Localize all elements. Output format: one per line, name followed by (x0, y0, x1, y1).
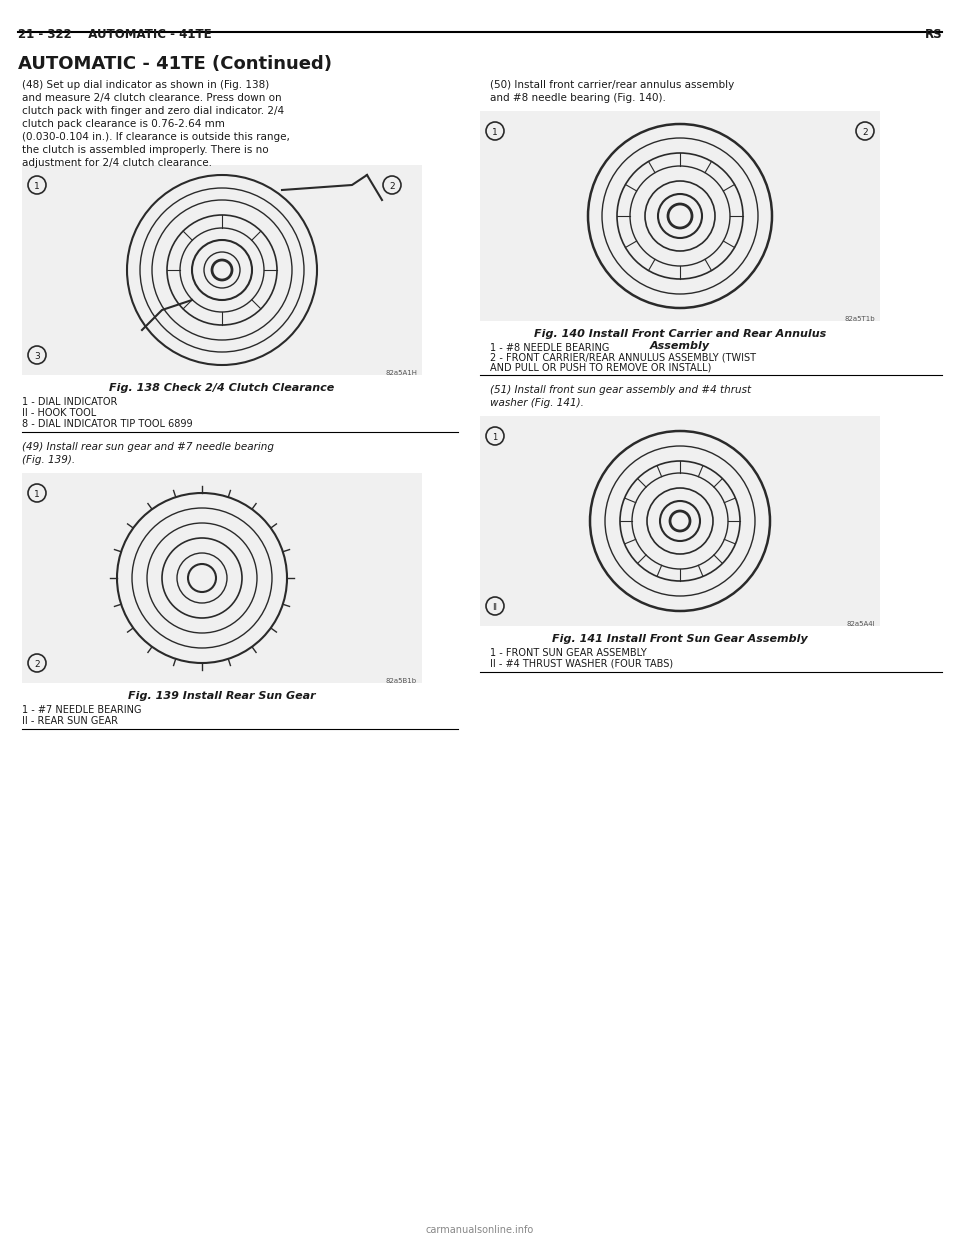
Text: II - HOOK TOOL: II - HOOK TOOL (22, 409, 96, 419)
Text: II: II (492, 604, 497, 612)
Text: 82a5A4l: 82a5A4l (847, 621, 875, 627)
Text: 1: 1 (492, 128, 498, 137)
Text: Fig. 138 Check 2/4 Clutch Clearance: Fig. 138 Check 2/4 Clutch Clearance (109, 383, 335, 392)
Text: and #8 needle bearing (Fig. 140).: and #8 needle bearing (Fig. 140). (490, 93, 666, 103)
Text: adjustment for 2/4 clutch clearance.: adjustment for 2/4 clutch clearance. (22, 158, 212, 168)
Bar (480, 416, 880, 626)
Bar (22, 473, 422, 683)
Text: RS: RS (924, 29, 942, 41)
Text: 1 - #7 NEEDLE BEARING: 1 - #7 NEEDLE BEARING (22, 705, 141, 715)
Text: II - #4 THRUST WASHER (FOUR TABS): II - #4 THRUST WASHER (FOUR TABS) (490, 660, 673, 669)
Text: Fig. 139 Install Rear Sun Gear: Fig. 139 Install Rear Sun Gear (129, 691, 316, 700)
Text: and measure 2/4 clutch clearance. Press down on: and measure 2/4 clutch clearance. Press … (22, 93, 281, 103)
Bar (480, 111, 880, 320)
Text: 1 - FRONT SUN GEAR ASSEMBLY: 1 - FRONT SUN GEAR ASSEMBLY (490, 648, 647, 658)
Text: AND PULL OR PUSH TO REMOVE OR INSTALL): AND PULL OR PUSH TO REMOVE OR INSTALL) (490, 363, 711, 373)
Text: carmanualsonline.info: carmanualsonline.info (426, 1225, 534, 1235)
Text: 82a5A1H: 82a5A1H (385, 370, 417, 376)
Text: (0.030-0.104 in.). If clearance is outside this range,: (0.030-0.104 in.). If clearance is outsi… (22, 132, 290, 142)
Text: 82a5B1b: 82a5B1b (386, 678, 417, 684)
Text: the clutch is assembled improperly. There is no: the clutch is assembled improperly. Ther… (22, 145, 269, 155)
Text: clutch pack clearance is 0.76-2.64 mm: clutch pack clearance is 0.76-2.64 mm (22, 119, 225, 129)
Text: 8 - DIAL INDICATOR TIP TOOL 6899: 8 - DIAL INDICATOR TIP TOOL 6899 (22, 419, 193, 428)
Text: Fig. 141 Install Front Sun Gear Assembly: Fig. 141 Install Front Sun Gear Assembly (552, 633, 808, 645)
Text: clutch pack with finger and zero dial indicator. 2/4: clutch pack with finger and zero dial in… (22, 106, 284, 116)
Text: 2 - FRONT CARRIER/REAR ANNULUS ASSEMBLY (TWIST: 2 - FRONT CARRIER/REAR ANNULUS ASSEMBLY … (490, 353, 756, 363)
Text: 82a5T1b: 82a5T1b (845, 315, 875, 322)
Text: washer (Fig. 141).: washer (Fig. 141). (490, 397, 584, 409)
Text: (51) Install front sun gear assembly and #4 thrust: (51) Install front sun gear assembly and… (490, 385, 751, 395)
Text: 1 - DIAL INDICATOR: 1 - DIAL INDICATOR (22, 397, 117, 407)
Text: 21 - 322    AUTOMATIC - 41TE: 21 - 322 AUTOMATIC - 41TE (18, 29, 211, 41)
Text: 1 - #8 NEEDLE BEARING: 1 - #8 NEEDLE BEARING (490, 343, 610, 353)
Text: 2: 2 (862, 128, 868, 137)
Text: 2: 2 (35, 660, 39, 669)
Text: Fig. 140 Install Front Carrier and Rear Annulus
Assembly: Fig. 140 Install Front Carrier and Rear … (534, 329, 827, 350)
Text: AUTOMATIC - 41TE (Continued): AUTOMATIC - 41TE (Continued) (18, 55, 332, 73)
Text: 1: 1 (492, 433, 497, 442)
Text: 2: 2 (389, 183, 395, 191)
Text: 3: 3 (35, 351, 40, 361)
Text: 1: 1 (35, 491, 40, 499)
Bar (22, 165, 422, 375)
Text: II - REAR SUN GEAR: II - REAR SUN GEAR (22, 715, 118, 727)
Text: (48) Set up dial indicator as shown in (Fig. 138): (48) Set up dial indicator as shown in (… (22, 79, 269, 89)
Text: (Fig. 139).: (Fig. 139). (22, 455, 75, 465)
Text: (50) Install front carrier/rear annulus assembly: (50) Install front carrier/rear annulus … (490, 79, 734, 89)
Text: (49) Install rear sun gear and #7 needle bearing: (49) Install rear sun gear and #7 needle… (22, 442, 274, 452)
Text: 1: 1 (35, 183, 40, 191)
